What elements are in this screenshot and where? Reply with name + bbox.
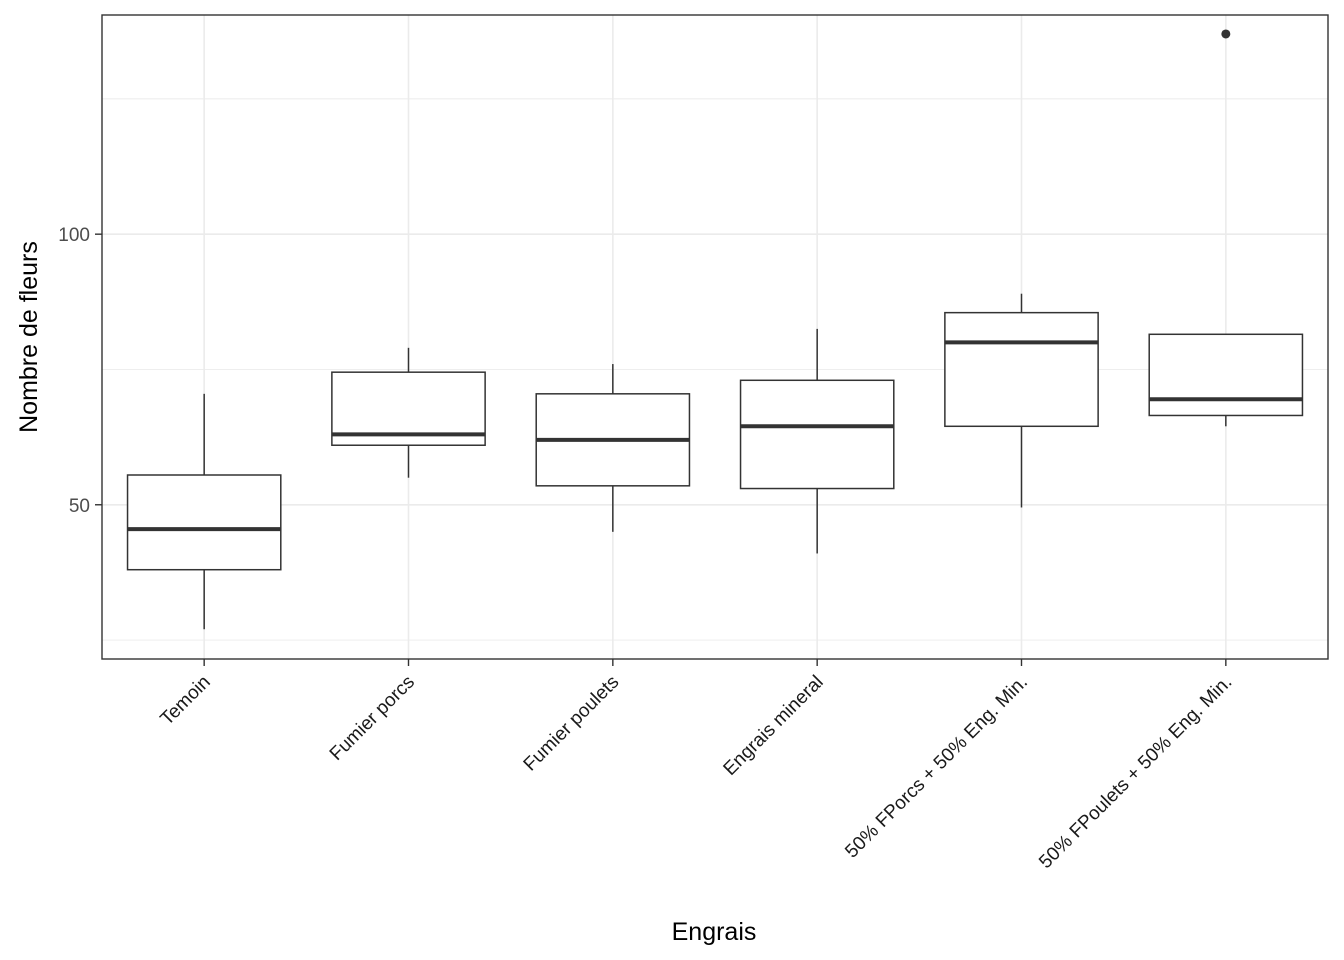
x-tick-label: 50% FPorcs + 50% Eng. Min. — [841, 672, 1032, 863]
x-tick-label: Fumier poulets — [520, 672, 624, 776]
boxes — [126, 29, 1304, 630]
y-axis: 50 100 — [58, 225, 102, 517]
x-tick-label: 50% FPoulets + 50% Eng. Min. — [1035, 672, 1236, 873]
box — [126, 474, 282, 571]
y-tick-label: 50 — [69, 496, 90, 517]
x-tick-label: Engrais mineral — [720, 672, 828, 780]
y-tick-label: 100 — [58, 225, 90, 246]
box-group — [535, 364, 691, 532]
x-axis-title: Engrais — [672, 918, 757, 946]
box-group — [1148, 29, 1304, 427]
outlier-point — [1221, 29, 1231, 39]
box — [1148, 333, 1304, 417]
box-group — [331, 347, 486, 478]
box — [739, 379, 895, 490]
box-group — [126, 393, 282, 630]
grid-lines — [102, 15, 1328, 659]
y-axis-title: Nombre de fleurs — [15, 241, 43, 433]
x-tick-label: Temoin — [157, 672, 215, 730]
x-tick-label: Fumier porcs — [326, 672, 419, 765]
x-axis: Temoin Fumier porcs Fumier poulets Engrais … — [157, 659, 1236, 873]
box-group — [739, 328, 895, 554]
box-group — [944, 293, 1099, 508]
panel-border — [101, 14, 1329, 660]
box — [944, 311, 1099, 428]
